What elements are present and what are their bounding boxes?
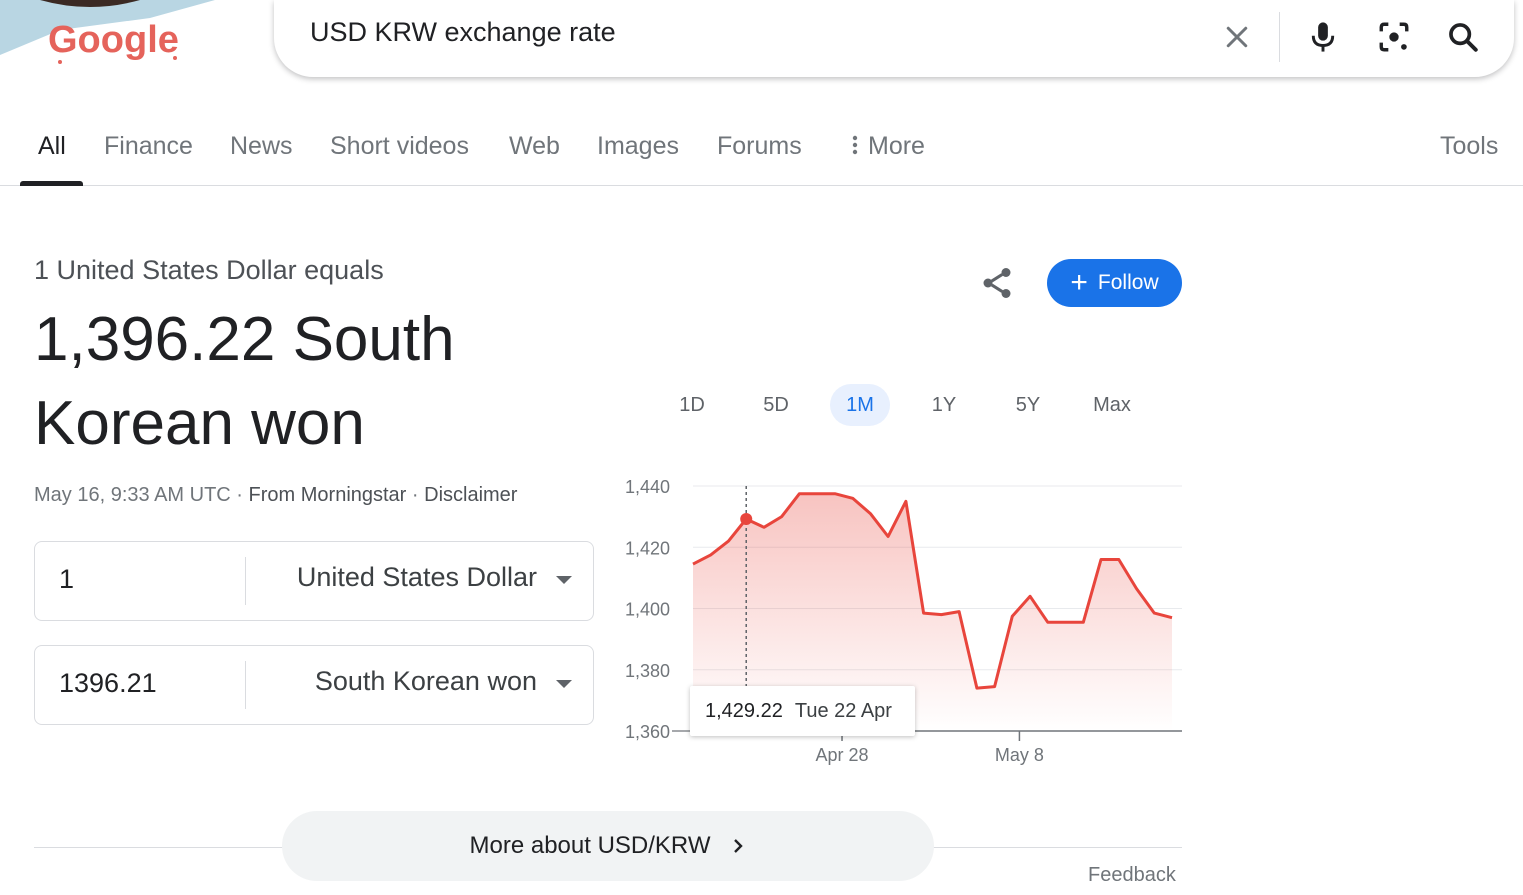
search-divider — [1279, 12, 1280, 62]
feedback-link[interactable]: Feedback — [1088, 864, 1176, 886]
tab-news[interactable]: News — [230, 132, 293, 160]
range-1m[interactable]: 1M — [830, 384, 890, 426]
google-logo-graphic: Google — [0, 0, 215, 64]
active-tab-indicator — [20, 181, 83, 186]
x-tick-label: May 8 — [995, 745, 1044, 765]
tab-images[interactable]: Images — [597, 132, 679, 160]
plus-icon: + — [1070, 266, 1088, 299]
follow-label: Follow — [1097, 271, 1159, 294]
from-amount-input[interactable]: 1 — [59, 564, 75, 594]
chevron-right-icon — [734, 839, 744, 853]
clear-icon[interactable] — [1214, 14, 1260, 60]
camera-lens-icon[interactable] — [1371, 14, 1417, 60]
google-logo[interactable]: Google — [0, 0, 220, 75]
tab-short-videos[interactable]: Short videos — [330, 132, 469, 160]
tab-more-label: More — [868, 132, 925, 160]
equals-label: 1 United States Dollar equals — [34, 255, 384, 285]
range-5d[interactable]: 5D — [763, 393, 789, 416]
to-amount-input[interactable]: 1396.21 — [59, 668, 157, 698]
tab-finance[interactable]: Finance — [104, 132, 193, 160]
source-line: May 16, 9:33 AM UTC · From Morningstar ·… — [34, 484, 518, 506]
tab-all[interactable]: All — [38, 132, 66, 160]
y-tick-label: 1,420 — [625, 538, 670, 558]
search-icon[interactable] — [1440, 14, 1486, 60]
tab-web[interactable]: Web — [509, 132, 560, 160]
chart-highlight-point — [740, 513, 753, 526]
tab-more[interactable]: More — [848, 132, 925, 161]
search-box[interactable]: USD KRW exchange rate — [274, 0, 1514, 77]
more-about-label: More about USD/KRW — [469, 832, 711, 859]
share-button[interactable] — [972, 258, 1022, 308]
chart-series-line — [692, 492, 1173, 690]
row-divider — [245, 557, 246, 605]
range-5y[interactable]: 5Y — [1015, 393, 1041, 416]
from-currency-select[interactable]: United States Dollar — [296, 562, 537, 592]
tooltip-value: 1,429.22 — [705, 699, 783, 722]
chart-tooltip: 1,429.22 Tue 22 Apr — [690, 686, 915, 736]
y-tick-label: 1,400 — [625, 600, 670, 620]
chevron-down-icon[interactable] — [556, 576, 572, 584]
chevron-down-icon[interactable] — [556, 680, 572, 688]
tools-button[interactable]: Tools — [1440, 132, 1499, 160]
search-tabs: All Finance News Short videos Web Images… — [0, 120, 1523, 186]
range-1d[interactable]: 1D — [679, 393, 705, 416]
conversion-result: 1,396.22 South Korean won — [34, 305, 455, 458]
more-about-button[interactable]: More about USD/KRW — [282, 811, 934, 881]
y-tick-label: 1,380 — [625, 661, 670, 681]
to-currency-select[interactable]: South Korean won — [314, 666, 537, 696]
microphone-icon[interactable] — [1300, 14, 1346, 60]
timestamp: May 16, 9:33 AM UTC — [34, 484, 231, 506]
range-1y[interactable]: 1Y — [931, 393, 957, 416]
range-max[interactable]: Max — [1093, 393, 1131, 416]
to-currency-row: 1396.21 South Korean won — [34, 645, 594, 725]
chart-area-fill — [693, 493, 1172, 731]
share-icon — [983, 268, 1011, 298]
source-link[interactable]: From Morningstar — [248, 484, 407, 506]
vertical-dots-icon — [852, 135, 858, 155]
tooltip-date: Tue 22 Apr — [794, 699, 892, 722]
x-tick-label: Apr 28 — [815, 745, 868, 765]
from-currency-row: 1 United States Dollar — [34, 541, 594, 621]
tab-forums[interactable]: Forums — [717, 132, 802, 160]
follow-button[interactable]: + Follow — [1047, 259, 1182, 307]
exchange-rate-chart[interactable]: 1,440 1,420 1,400 1,380 1,360 Apr 28 May 8 — [610, 470, 1190, 780]
search-input[interactable]: USD KRW exchange rate — [310, 17, 616, 47]
y-tick-label: 1,440 — [625, 477, 670, 497]
y-tick-label: 1,360 — [625, 722, 670, 742]
disclaimer-link[interactable]: Disclaimer — [424, 484, 518, 506]
google-logo-text: Google — [48, 19, 179, 61]
row-divider — [245, 661, 246, 709]
